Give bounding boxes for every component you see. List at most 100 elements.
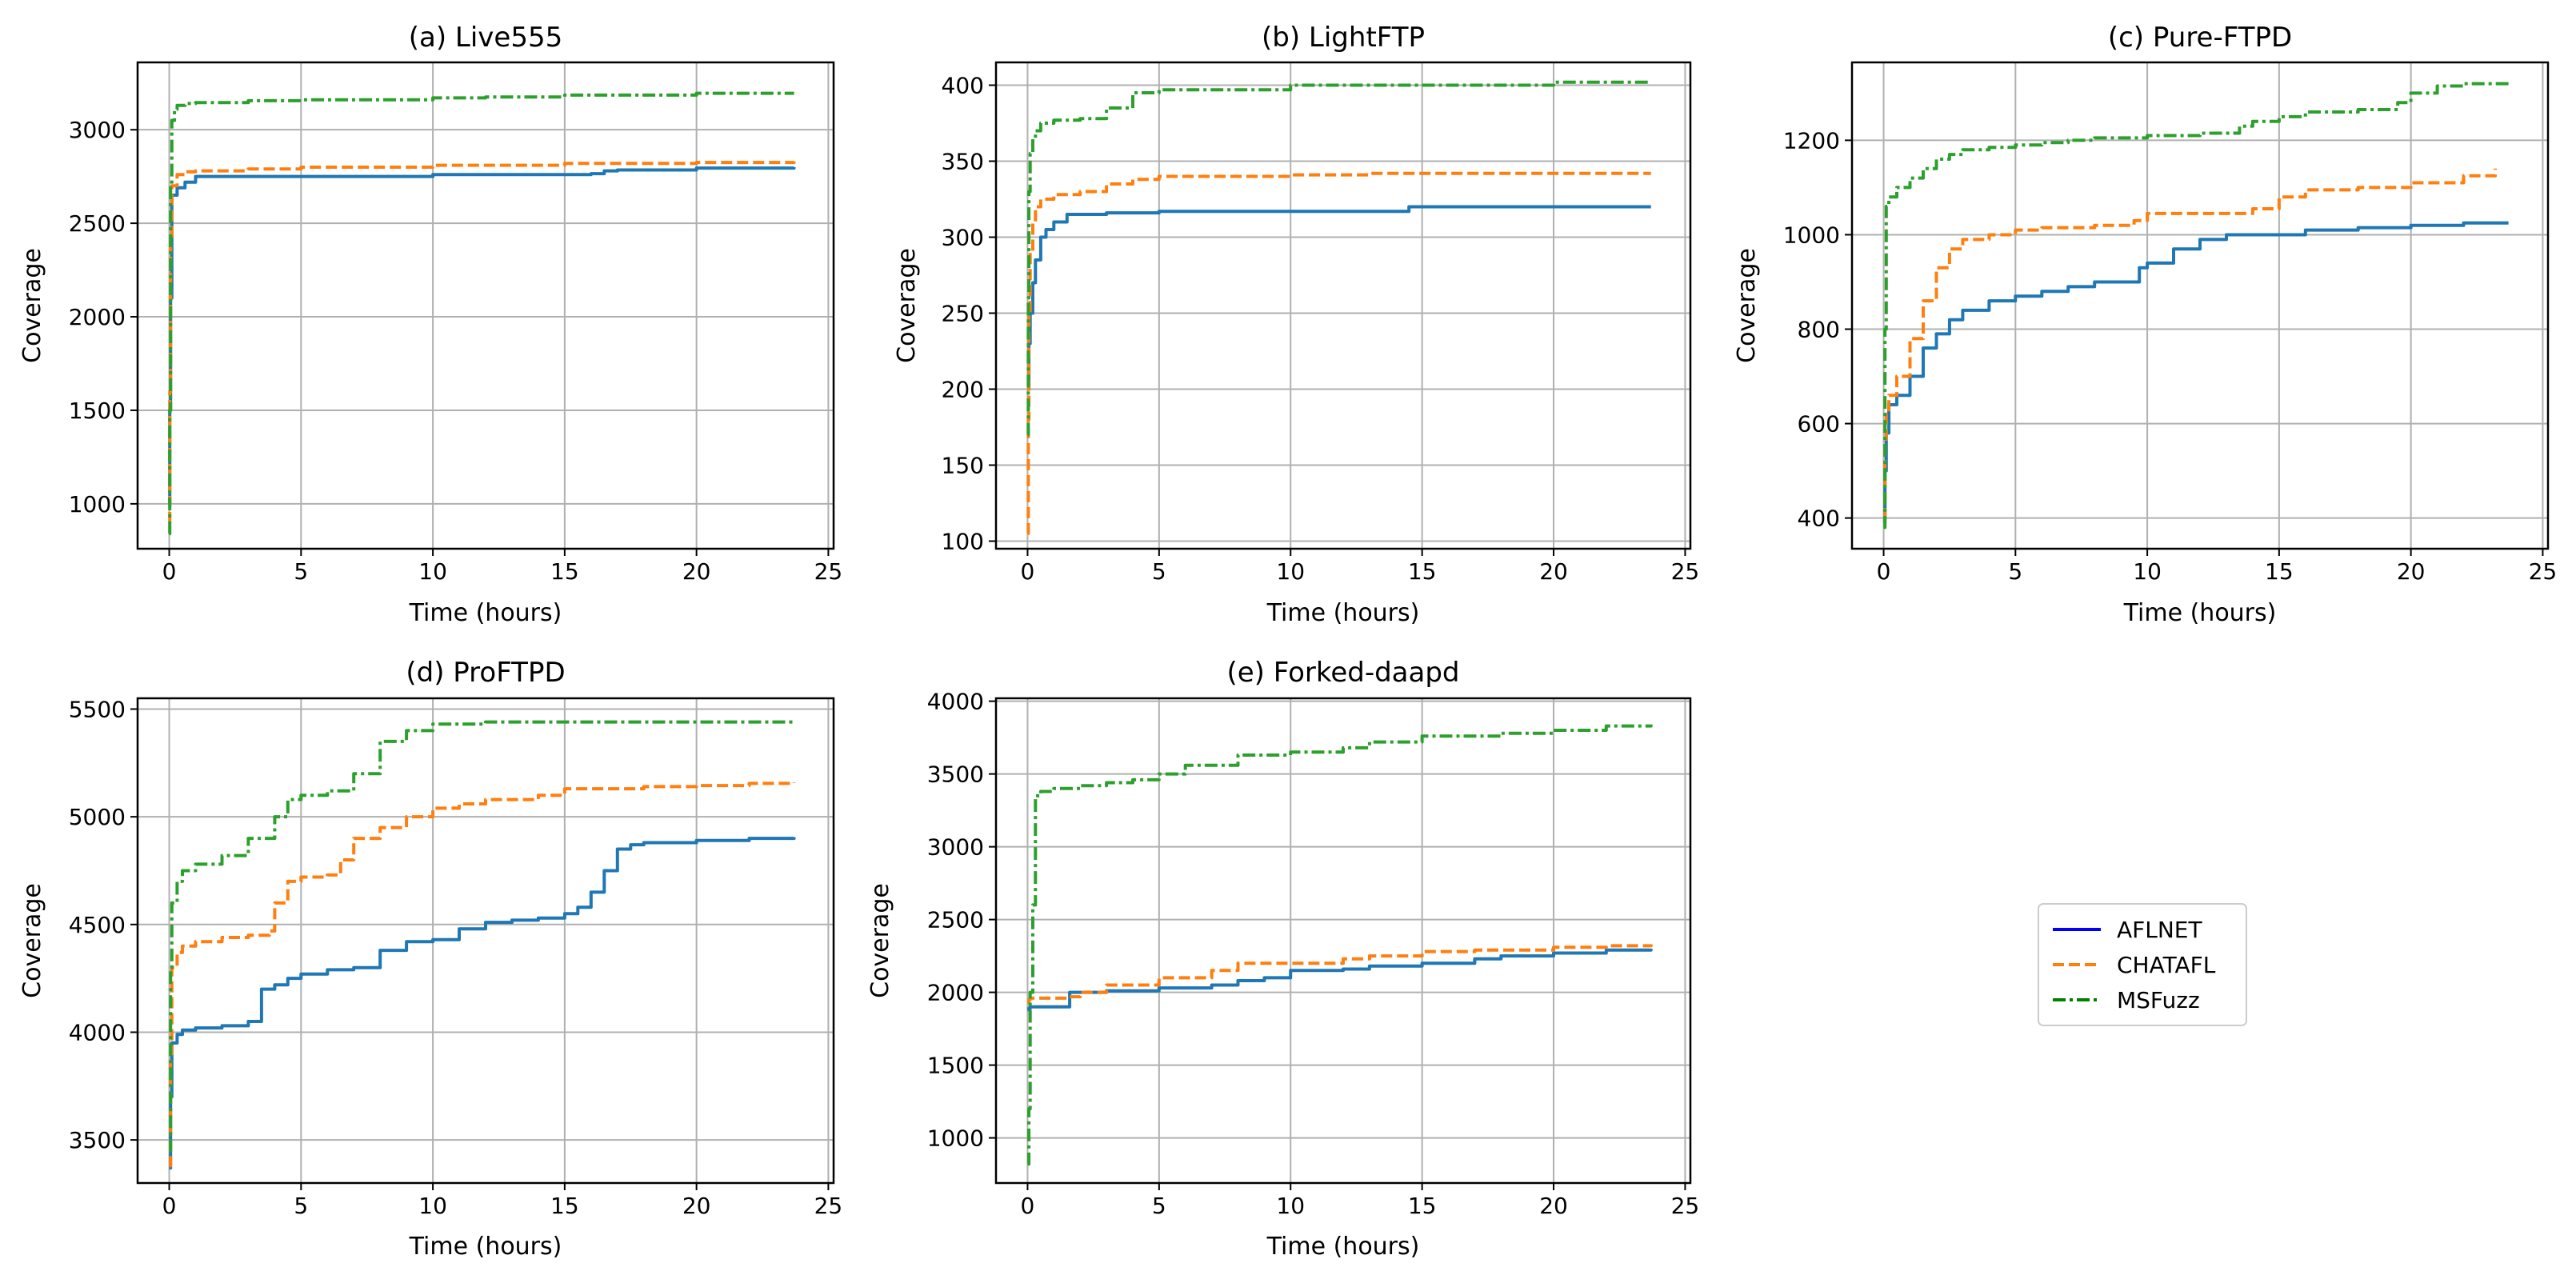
subplot-proftpd: 0 5 10 15 20 25 3500 4000 4500 5000 5500 (d) ProFT… xyxy=(18,657,842,1261)
y-tick-label: 1200 xyxy=(1783,127,1840,154)
y-tick-label: 4000 xyxy=(927,689,984,715)
x-tick-label: 5 xyxy=(1152,1193,1166,1219)
y-tick-label: 800 xyxy=(1798,317,1840,343)
y-tick-label: 600 xyxy=(1798,411,1840,438)
x-axis-label: Time (hours) xyxy=(409,599,562,627)
x-tick-label: 0 xyxy=(162,1193,177,1219)
x-tick-label: 0 xyxy=(162,558,177,585)
y-tick-label: 250 xyxy=(942,301,984,327)
axes-frame xyxy=(1850,61,2550,550)
subplot-title: (c) Pure-FTPD xyxy=(2108,22,2292,54)
x-tick-label: 10 xyxy=(2133,558,2162,585)
axes-background-layer: 0 5 10 15 20 25 1000 1500 2000 2500 3000 xyxy=(69,61,843,585)
x-tick-label: 20 xyxy=(682,558,711,585)
y-tick-label: 400 xyxy=(942,73,984,99)
series-line-aflnet xyxy=(169,837,796,1170)
axes-frame xyxy=(136,697,835,1185)
y-tick-label: 3500 xyxy=(927,761,984,788)
subplot-lightftp: 0 5 10 15 20 25 100 150 200 250 300 350 400 (b) Ligh… xyxy=(893,22,1699,627)
y-tick-label: 3000 xyxy=(69,117,126,143)
y-tick-label: 1000 xyxy=(1783,222,1840,248)
x-tick-label: 25 xyxy=(2529,558,2558,585)
series-line-aflnet xyxy=(168,166,796,506)
y-tick-label: 5000 xyxy=(69,804,126,830)
subplot-forked-daapd: 0 5 10 15 20 25 1000 1500 2000 2500 3000 3500 4000 (… xyxy=(866,657,1699,1261)
y-axis-label: Coverage xyxy=(18,883,46,998)
x-tick-label: 0 xyxy=(1877,558,1891,585)
x-axis-label: Time (hours) xyxy=(1266,599,1420,627)
legend-box xyxy=(2038,903,2247,1026)
x-tick-label: 10 xyxy=(418,558,447,585)
axes-background-layer: 0 5 10 15 20 25 400 600 800 1000 1200 xyxy=(1783,61,2558,585)
series-line-aflnet xyxy=(1883,221,2509,525)
y-tick-label: 1000 xyxy=(69,491,126,518)
x-tick-label: 5 xyxy=(1152,558,1166,585)
subplot-live555: 0 5 10 15 20 25 1000 1500 2000 2500 3000 (a) Live5… xyxy=(18,22,842,627)
y-tick-label: 150 xyxy=(942,453,984,479)
series-line-chatafl xyxy=(169,781,796,1168)
axes-background-layer: 0 5 10 15 20 25 1000 1500 2000 2500 3000 3500 4000 xyxy=(927,689,1700,1219)
series-line-msfuzz xyxy=(1027,724,1653,1166)
subplot-title: (a) Live555 xyxy=(409,22,563,54)
y-axis-label: Coverage xyxy=(1733,248,1761,363)
x-tick-label: 0 xyxy=(1021,1193,1035,1219)
y-tick-label: 350 xyxy=(942,149,984,175)
y-axis-label: Coverage xyxy=(866,883,894,998)
axes-frame xyxy=(994,697,1692,1185)
subplot-pure-ftpd: 0 5 10 15 20 25 400 600 800 1000 1200 (c) Pure-FTP… xyxy=(1733,22,2557,627)
x-tick-label: 20 xyxy=(1539,1193,1568,1219)
y-tick-label: 300 xyxy=(942,225,984,251)
y-tick-label: 1000 xyxy=(927,1125,984,1152)
x-tick-label: 25 xyxy=(1671,558,1700,585)
y-tick-label: 1500 xyxy=(69,398,126,424)
x-tick-label: 25 xyxy=(814,558,843,585)
x-tick-label: 15 xyxy=(1408,1193,1437,1219)
subplot-title: (e) Forked-daapd xyxy=(1226,657,1459,689)
x-tick-label: 10 xyxy=(1276,1193,1305,1219)
x-tick-label: 15 xyxy=(550,1193,579,1219)
axes-background-layer: 0 5 10 15 20 25 3500 4000 4500 5000 5500 xyxy=(69,696,842,1219)
series-line-msfuzz xyxy=(168,91,794,536)
y-tick-label: 2500 xyxy=(927,907,984,933)
x-tick-label: 25 xyxy=(1671,1193,1700,1219)
y-tick-label: 3000 xyxy=(927,834,984,861)
x-axis-label: Time (hours) xyxy=(1266,1233,1420,1261)
series-line-msfuzz xyxy=(1883,82,2509,530)
y-tick-label: 100 xyxy=(942,529,984,555)
legend-label-aflnet: AFLNET xyxy=(2117,917,2202,943)
y-tick-label: 1500 xyxy=(927,1053,984,1079)
series-line-chatafl xyxy=(1027,944,1653,1005)
x-tick-label: 10 xyxy=(1276,558,1305,585)
axes-frame xyxy=(136,61,835,550)
legend: AFLNET CHATAFL MSFuzz xyxy=(2038,903,2247,1026)
series-line-chatafl xyxy=(168,161,796,525)
x-tick-label: 25 xyxy=(814,1193,843,1219)
legend-label-chatafl: CHATAFL xyxy=(2117,952,2216,978)
subplot-title: (b) LightFTP xyxy=(1262,22,1425,54)
x-tick-label: 15 xyxy=(1408,558,1437,585)
x-tick-label: 0 xyxy=(1021,558,1035,585)
series-line-msfuzz xyxy=(1026,80,1651,437)
y-tick-label: 2000 xyxy=(927,980,984,1006)
y-tick-label: 2000 xyxy=(69,304,126,330)
y-axis-label: Coverage xyxy=(18,248,46,363)
y-tick-label: 3500 xyxy=(69,1127,126,1153)
x-axis-label: Time (hours) xyxy=(409,1233,562,1261)
y-tick-label: 200 xyxy=(942,377,984,403)
axes-background-layer: 0 5 10 15 20 25 100 150 200 250 300 350 400 xyxy=(942,61,1700,585)
x-tick-label: 15 xyxy=(2265,558,2294,585)
y-axis-label: Coverage xyxy=(893,248,921,363)
x-tick-label: 10 xyxy=(418,1193,447,1219)
x-tick-label: 20 xyxy=(2397,558,2426,585)
series-line-msfuzz xyxy=(169,720,794,1153)
y-tick-label: 5500 xyxy=(69,696,126,722)
series-line-aflnet xyxy=(1027,948,1653,1012)
series-line-chatafl xyxy=(1883,168,2498,520)
legend-label-msfuzz: MSFuzz xyxy=(2117,987,2200,1013)
y-tick-label: 4500 xyxy=(69,912,126,938)
x-tick-label: 20 xyxy=(682,1193,711,1219)
y-tick-label: 400 xyxy=(1798,506,1840,532)
x-tick-label: 5 xyxy=(2008,558,2022,585)
series-line-aflnet xyxy=(1027,205,1651,391)
